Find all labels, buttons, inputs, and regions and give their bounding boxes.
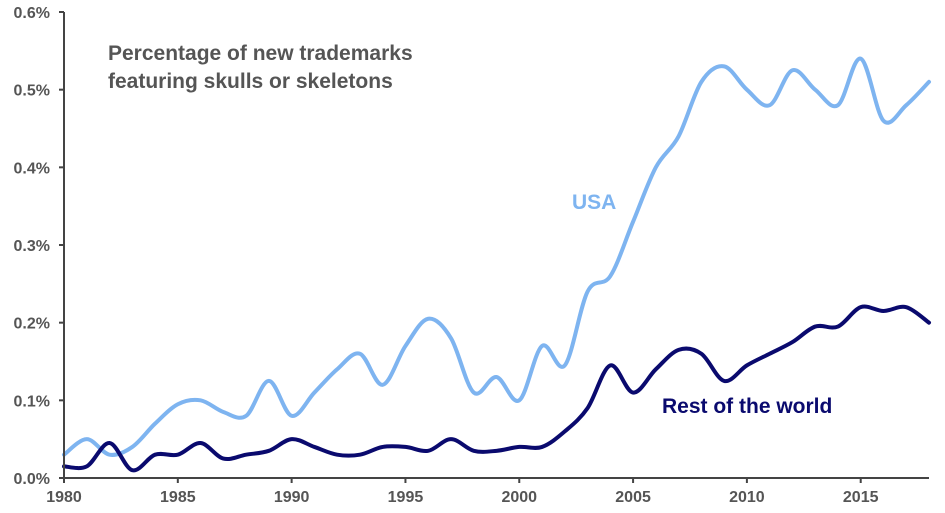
y-tick-label: 0.3% bbox=[14, 238, 50, 255]
y-tick-label: 0.4% bbox=[14, 160, 50, 177]
series-label-usa: USA bbox=[572, 191, 616, 214]
x-tick-label: 2000 bbox=[501, 489, 537, 506]
x-tick-label: 2015 bbox=[843, 489, 879, 506]
chart-title-line-1: Percentage of new trademarks bbox=[108, 42, 413, 65]
x-axis-ticks: 1980 1985 1990 1995 2000 2005 2010 2015 bbox=[46, 478, 879, 506]
series-lines bbox=[62, 56, 931, 473]
y-tick-label: 0.0% bbox=[14, 471, 50, 488]
y-tick-label: 0.2% bbox=[14, 316, 50, 333]
series-line-usa bbox=[62, 56, 931, 457]
x-tick-label: 1995 bbox=[388, 489, 424, 506]
y-tick-label: 0.5% bbox=[14, 83, 50, 100]
series-label-rest-of-world: Rest of the world bbox=[662, 395, 832, 418]
y-axis-ticks: 0.0% 0.1% 0.2% 0.3% 0.4% 0.5% 0.6% bbox=[14, 5, 64, 488]
x-tick-label: 2010 bbox=[729, 489, 765, 506]
x-tick-label: 1980 bbox=[46, 489, 82, 506]
series-line-rest-of-world bbox=[62, 304, 931, 473]
y-tick-label: 0.6% bbox=[14, 5, 50, 22]
x-tick-label: 1985 bbox=[160, 489, 196, 506]
chart-title-line-2: featuring skulls or skeletons bbox=[108, 70, 393, 93]
x-tick-label: 1990 bbox=[274, 489, 310, 506]
y-tick-label: 0.1% bbox=[14, 393, 50, 410]
x-tick-label: 2005 bbox=[615, 489, 651, 506]
